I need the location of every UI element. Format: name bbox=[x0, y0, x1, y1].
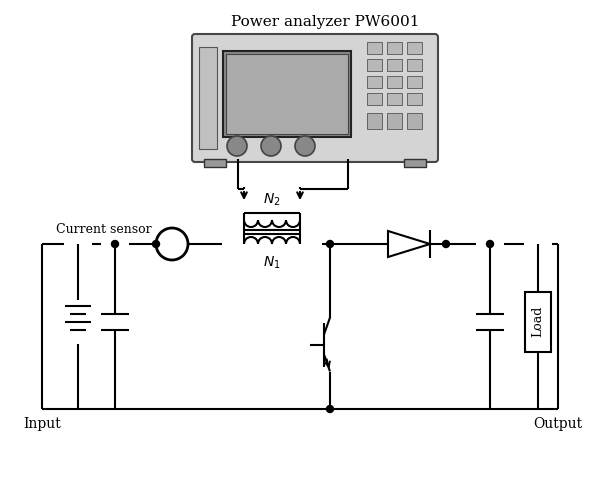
Circle shape bbox=[227, 136, 247, 156]
Bar bbox=[387, 113, 402, 129]
Bar bbox=[407, 113, 422, 129]
Text: Power analyzer PW6001: Power analyzer PW6001 bbox=[231, 15, 419, 29]
Bar bbox=[407, 59, 422, 71]
Bar bbox=[407, 76, 422, 88]
Bar bbox=[204, 159, 226, 167]
Bar bbox=[387, 76, 402, 88]
Bar bbox=[387, 59, 402, 71]
Bar bbox=[387, 93, 402, 105]
Circle shape bbox=[156, 228, 188, 260]
Bar bbox=[525, 291, 551, 351]
Text: Input: Input bbox=[23, 417, 61, 431]
Bar bbox=[367, 59, 382, 71]
Bar bbox=[367, 113, 382, 129]
Bar bbox=[367, 76, 382, 88]
Bar bbox=[367, 42, 382, 54]
Text: Load: Load bbox=[532, 306, 545, 337]
Bar bbox=[226, 54, 348, 134]
Bar bbox=[407, 42, 422, 54]
Text: $N_2$: $N_2$ bbox=[263, 192, 281, 208]
Text: Output: Output bbox=[533, 417, 583, 431]
Text: Current sensor: Current sensor bbox=[56, 223, 152, 236]
Bar bbox=[404, 159, 426, 167]
Circle shape bbox=[261, 136, 281, 156]
Circle shape bbox=[152, 241, 160, 248]
Circle shape bbox=[487, 241, 493, 248]
FancyBboxPatch shape bbox=[192, 34, 438, 162]
Circle shape bbox=[112, 241, 119, 248]
Circle shape bbox=[326, 406, 334, 413]
Polygon shape bbox=[388, 231, 430, 257]
Bar bbox=[199, 47, 217, 149]
Circle shape bbox=[295, 136, 315, 156]
Text: $N_1$: $N_1$ bbox=[263, 255, 281, 271]
Circle shape bbox=[326, 241, 334, 248]
Bar bbox=[387, 42, 402, 54]
Bar bbox=[223, 51, 351, 137]
Circle shape bbox=[443, 241, 449, 248]
Bar bbox=[367, 93, 382, 105]
Bar bbox=[407, 93, 422, 105]
